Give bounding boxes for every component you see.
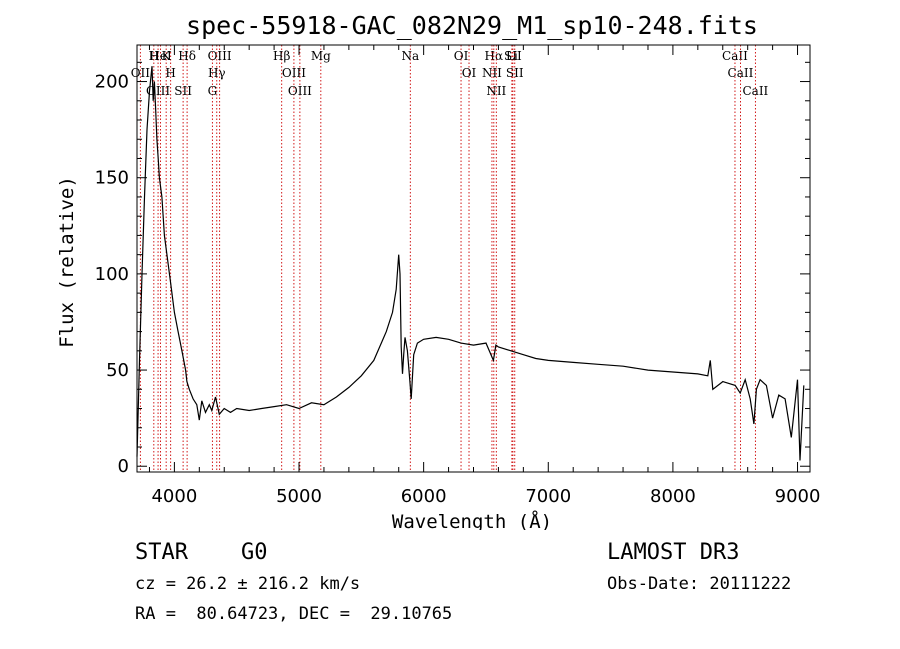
line-marker-label: SII: [174, 84, 192, 98]
chart-title: spec-55918-GAC_082N29_M1_sp10-248.fits: [186, 11, 758, 40]
line-marker-label: Hα: [485, 49, 504, 63]
line-marker-label: CaII: [742, 84, 768, 98]
object-class: STAR G0: [135, 540, 268, 565]
line-marker-label: OIII: [282, 66, 306, 80]
line-marker-label: OIII: [146, 84, 170, 98]
line-marker-label: NII: [482, 66, 502, 80]
line-marker-label: NII: [486, 84, 506, 98]
line-marker-label: G: [208, 84, 218, 98]
x-tick-label: 7000: [525, 486, 571, 507]
x-tick-label: 6000: [401, 486, 447, 507]
observation-date: Obs-Date: 20111222: [607, 574, 792, 594]
line-marker-label: Hγ: [208, 66, 226, 80]
survey-name: LAMOST DR3: [607, 540, 740, 565]
x-axis-label: Wavelength (Å): [392, 510, 552, 530]
line-marker-label: OI: [462, 66, 477, 80]
ra-dec: RA = 80.64723, DEC = 29.10765: [135, 604, 453, 624]
y-tick-label: 200: [95, 72, 129, 93]
y-tick-label: 0: [118, 456, 129, 477]
line-marker-label: Hβ: [273, 49, 290, 63]
line-marker-label: Na: [401, 49, 419, 63]
line-marker-label: OI: [454, 49, 469, 63]
line-marker-label: OIII: [208, 49, 232, 63]
redshift-cz: cz = 26.2 ± 216.2 km/s: [135, 574, 361, 594]
y-axis-label: Flux (relative): [56, 176, 78, 348]
x-tick-label: 4000: [151, 486, 197, 507]
line-marker-label: SII: [504, 49, 522, 63]
line-marker-label: Li: [506, 49, 518, 63]
line-marker-label: SII: [506, 66, 524, 80]
x-tick-label: 5000: [276, 486, 322, 507]
line-marker-label: OII: [131, 66, 151, 80]
line-marker-label: HeI: [149, 49, 172, 63]
y-tick-label: 150: [95, 168, 129, 189]
x-tick-label: 8000: [650, 486, 696, 507]
y-axis-ticks: 0 50 100 150 200: [95, 61, 810, 477]
x-axis-ticks: 4000 5000 6000 7000 8000 9000: [148, 45, 821, 507]
y-tick-label: 100: [95, 264, 129, 285]
line-marker-label: H: [149, 49, 159, 63]
spectrum-chart: spec-55918-GAC_082N29_M1_sp10-248.fits H…: [56, 11, 821, 530]
line-marker-label: CaII: [722, 49, 748, 63]
line-marker-label: Mg: [311, 49, 331, 63]
plot-frame: [136, 44, 811, 473]
line-marker-label: Hδ: [178, 49, 196, 63]
line-marker-label: CaII: [728, 66, 754, 80]
line-marker-label: H: [165, 66, 175, 80]
spectrum-series-line: [136, 66, 805, 461]
line-marker-label: K: [162, 49, 172, 63]
line-marker-label: OIII: [288, 84, 312, 98]
y-tick-label: 50: [106, 360, 129, 381]
x-tick-label: 9000: [775, 486, 821, 507]
